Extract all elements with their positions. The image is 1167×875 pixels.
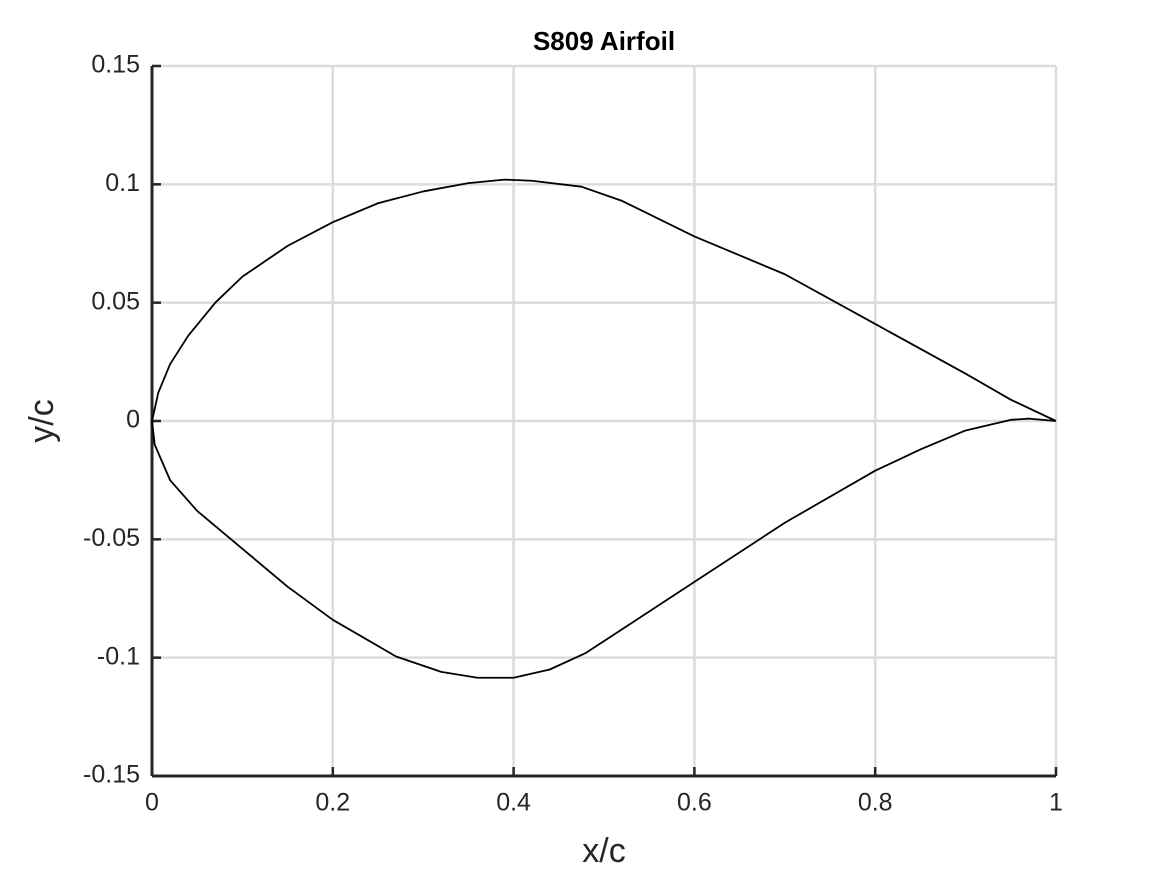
x-tick-label: 0 — [145, 789, 159, 817]
y-tick-label: 0.05 — [91, 287, 140, 315]
y-tick-label: -0.05 — [83, 524, 140, 552]
x-tick-label: 0.6 — [677, 789, 712, 817]
x-axis-label: x/c — [582, 832, 625, 870]
x-tick-label: 1 — [1049, 789, 1063, 817]
chart-title: S809 Airfoil — [533, 26, 675, 56]
y-tick-label: 0 — [126, 406, 140, 434]
x-tick-label: 0.4 — [496, 789, 531, 817]
x-tick-label: 0.2 — [315, 789, 350, 817]
y-tick-label: 0.1 — [105, 169, 140, 197]
y-axis-label: y/c — [23, 399, 61, 442]
line — [151, 178, 1057, 679]
x-tick-label: 0.8 — [858, 789, 893, 817]
y-tick-label: -0.15 — [83, 761, 140, 789]
y-tick-label: -0.1 — [97, 642, 140, 670]
y-tick-label: 0.15 — [91, 51, 140, 79]
